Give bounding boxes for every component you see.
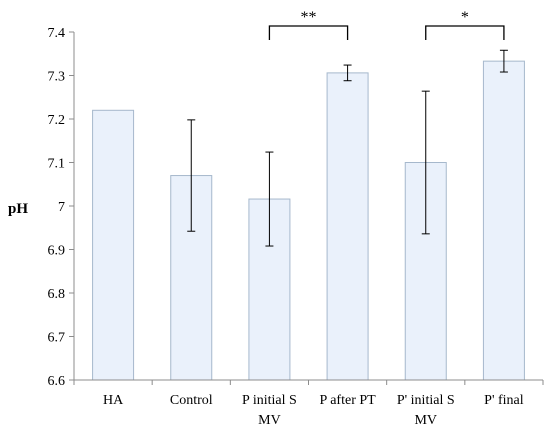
x-category-label: HA: [103, 393, 124, 408]
x-category-label: Control: [170, 393, 213, 408]
y-axis: 6.6 6.7 6.8 6.9 7 7.1 7.2 7.3 7.4: [48, 26, 75, 389]
significance-label: **: [301, 9, 317, 26]
x-category-label: P' initial S MV: [397, 393, 455, 428]
error-bar: [265, 151, 274, 247]
y-tick-label: 6.6: [48, 374, 66, 389]
error-bar: [187, 119, 196, 232]
y-axis-title: pH: [8, 201, 28, 217]
y-tick-label: 7.2: [48, 113, 66, 128]
y-tick-label: 7.3: [48, 70, 66, 85]
x-category-label: P initial S MV: [242, 393, 297, 428]
bars: [92, 49, 525, 381]
error-bar: [421, 90, 430, 235]
y-tick-label: 6.7: [48, 331, 66, 346]
bar: [326, 72, 369, 381]
x-category-label: P' final: [484, 393, 524, 408]
y-tick-label: 7.4: [48, 26, 66, 41]
x-axis: HA Control P initial S MV P after PT P' initi…: [73, 379, 544, 428]
y-tick-label: 7: [58, 200, 65, 215]
error-bar: [343, 64, 352, 82]
x-category-label: P after PT: [319, 393, 376, 408]
error-bar: [499, 49, 508, 73]
significance-brackets: ** *: [268, 9, 505, 40]
significance-bracket: *: [425, 9, 505, 40]
y-tick-label: 6.9: [48, 244, 66, 259]
bar: [92, 109, 135, 381]
significance-bracket: **: [268, 9, 349, 40]
y-tick-label: 7.1: [48, 157, 66, 172]
y-tick-label: 6.8: [48, 287, 66, 302]
bar: [482, 60, 525, 381]
significance-label: *: [461, 9, 469, 26]
